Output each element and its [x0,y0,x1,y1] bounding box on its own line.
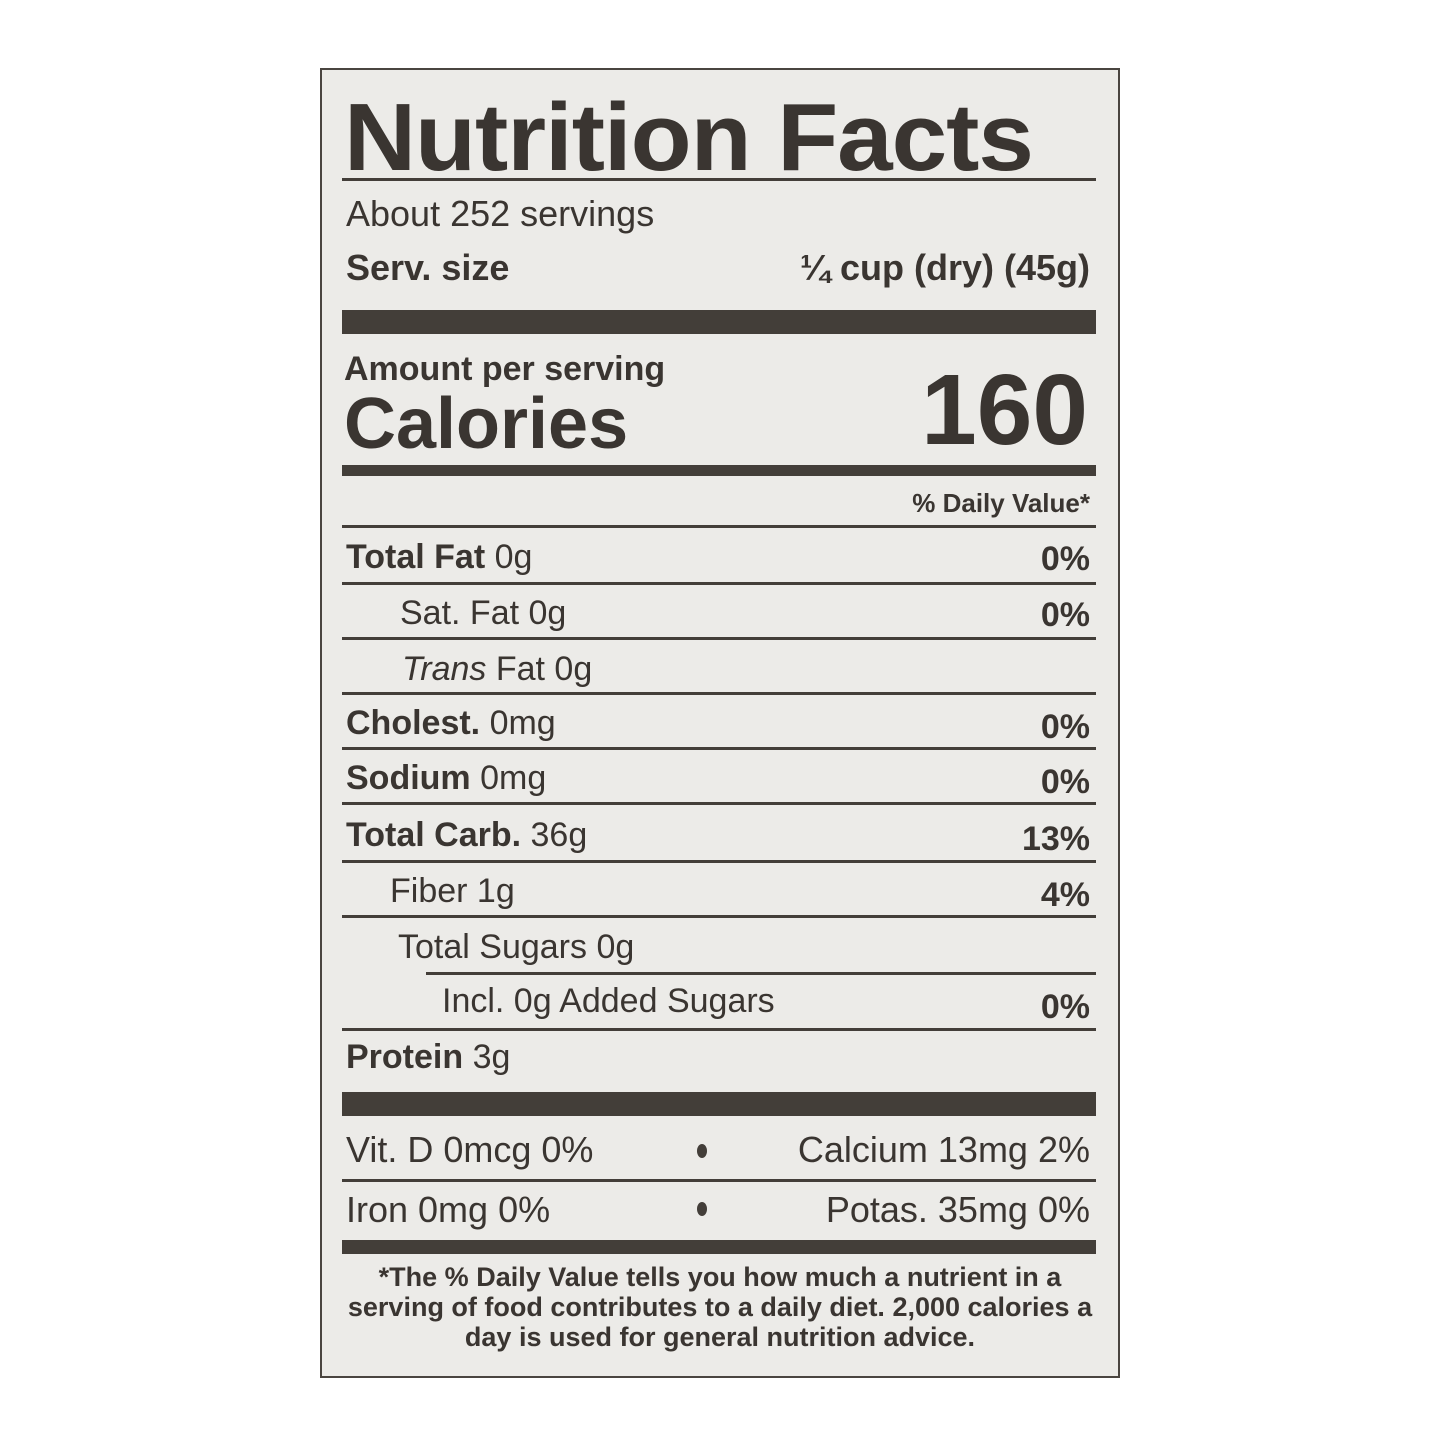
nutrient-row-sat-fat: Sat. Fat 0g [400,594,567,632]
total-fat-dv: 0% [1040,540,1090,578]
medium-divider [342,1240,1096,1254]
nutrient-row-total-fat: Total Fat 0g [346,538,533,576]
fiber-dv: 4% [1040,876,1090,914]
servings-per-container: About 252 servings [346,193,655,234]
added-sugars-dv: 0% [1040,988,1090,1026]
nutrition-facts-label: Nutrition Facts About 252 servings Serv.… [320,68,1120,1378]
divider [342,178,1096,181]
divider [342,692,1096,695]
nutrient-row-fiber: Fiber 1g [390,872,515,910]
nutrient-row-sodium: Sodium 0mg [346,759,547,797]
divider [342,525,1096,528]
potassium: Potas. 35mg 0% [825,1189,1090,1230]
medium-divider [342,465,1096,476]
serving-size-value: ¼ cup (dry) (45g) [799,247,1090,288]
sodium-dv: 0% [1040,763,1090,801]
divider [342,1028,1096,1031]
total-carb-dv: 13% [1021,820,1090,858]
calories-value: 160 [921,354,1088,466]
divider [342,637,1096,640]
nutrient-row-total-sugars: Total Sugars 0g [398,928,635,966]
nutrient-row-added-sugars: Incl. 0g Added Sugars [442,982,775,1020]
label-title: Nutrition Facts [344,84,1034,191]
cholesterol-dv: 0% [1040,708,1090,746]
divider [342,915,1096,918]
vitamin-d: Vit. D 0mcg 0% [346,1129,594,1170]
divider [342,802,1096,805]
divider [426,972,1096,975]
divider [342,582,1096,585]
thick-divider [342,310,1096,334]
nutrient-row-protein: Protein 3g [346,1038,511,1076]
serving-size-label: Serv. size [346,247,510,288]
divider [342,1179,1096,1182]
thick-divider [342,1092,1096,1116]
iron: Iron 0mg 0% [346,1189,551,1230]
divider [342,747,1096,750]
bullet-dot [697,1144,707,1158]
nutrient-row-total-carb: Total Carb. 36g [346,816,588,854]
nutrient-row-cholesterol: Cholest. 0mg [346,704,556,742]
amount-per-serving: Amount per serving [344,350,666,388]
daily-value-footnote: *The % Daily Value tells you how much a … [347,1262,1093,1352]
nutrient-row-trans-fat: Trans Fat 0g [402,650,593,688]
divider [342,860,1096,863]
calcium: Calcium 13mg 2% [797,1129,1090,1170]
daily-value-header: % Daily Value* [912,488,1090,518]
sat-fat-dv: 0% [1040,596,1090,634]
bullet-dot [697,1202,707,1216]
calories-label: Calories [344,384,629,464]
